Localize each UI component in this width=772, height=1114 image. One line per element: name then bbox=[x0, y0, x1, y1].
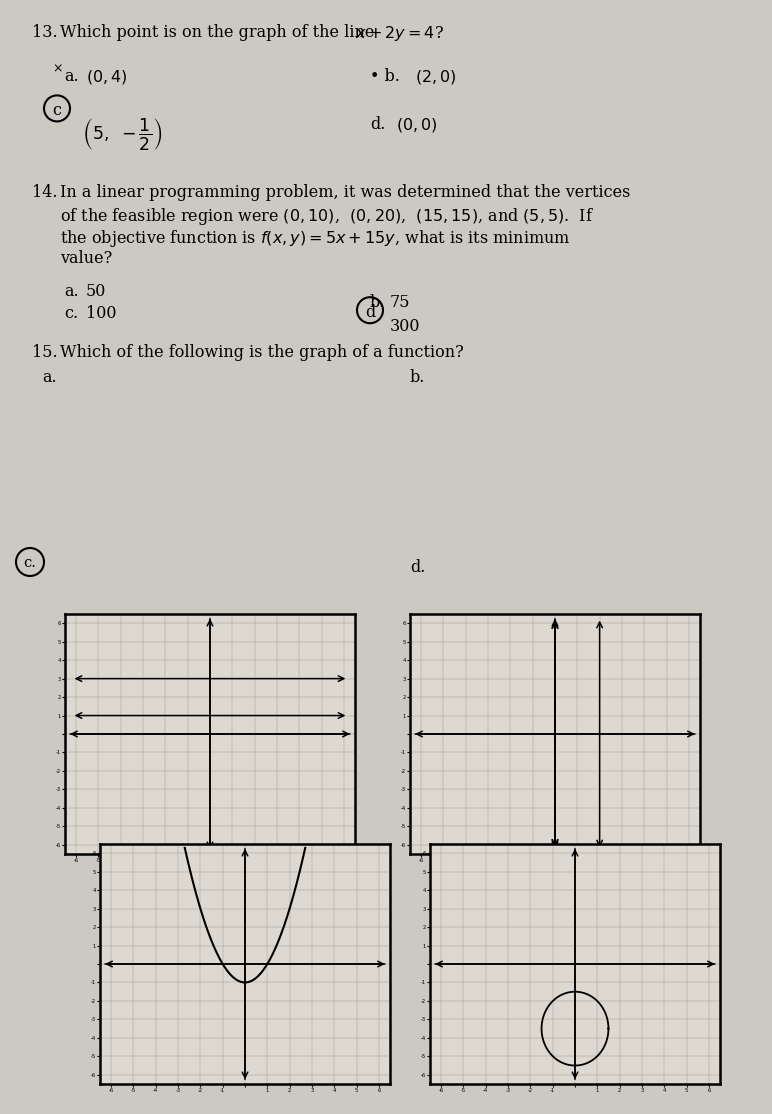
Text: In a linear programming problem, it was determined that the vertices: In a linear programming problem, it was … bbox=[60, 184, 631, 201]
Text: a.: a. bbox=[64, 283, 79, 300]
Text: of the feasible region were $(0,10)$,  $(0,20)$,  $(15, 15)$, and $(5,5)$.  If: of the feasible region were $(0,10)$, $(… bbox=[60, 206, 594, 227]
Text: $(0, 4)$: $(0, 4)$ bbox=[86, 68, 127, 86]
Text: 15.: 15. bbox=[32, 344, 58, 361]
Text: d.: d. bbox=[370, 116, 385, 134]
Text: Which point is on the graph of the line: Which point is on the graph of the line bbox=[60, 25, 380, 41]
Text: the objective function is $f(x, y)=5x+15y$, what is its minimum: the objective function is $f(x, y)=5x+15… bbox=[60, 228, 571, 250]
Text: a.: a. bbox=[42, 369, 56, 385]
Text: d.: d. bbox=[410, 559, 425, 576]
Text: 50: 50 bbox=[86, 283, 107, 300]
Text: c: c bbox=[52, 102, 62, 119]
Text: $\left(5,\ -\dfrac{1}{2}\right)$: $\left(5,\ -\dfrac{1}{2}\right)$ bbox=[82, 116, 162, 153]
Text: ×: × bbox=[52, 62, 63, 75]
Text: d: d bbox=[365, 304, 375, 321]
Text: b.: b. bbox=[410, 369, 425, 385]
Text: 300: 300 bbox=[390, 319, 421, 335]
Text: 75: 75 bbox=[390, 294, 411, 311]
Text: a.: a. bbox=[64, 68, 79, 85]
Text: Which of the following is the graph of a function?: Which of the following is the graph of a… bbox=[60, 344, 464, 361]
Text: $(0, 0)$: $(0, 0)$ bbox=[396, 116, 438, 135]
Text: 13.: 13. bbox=[32, 25, 58, 41]
Text: $x+2y=4$?: $x+2y=4$? bbox=[355, 25, 444, 43]
Text: $(2, 0)$: $(2, 0)$ bbox=[415, 68, 457, 86]
Text: • b.: • b. bbox=[370, 68, 400, 85]
Text: c.: c. bbox=[24, 556, 36, 570]
Text: c.: c. bbox=[64, 305, 78, 322]
Text: 14.: 14. bbox=[32, 184, 57, 201]
Text: b.: b. bbox=[370, 294, 385, 311]
Text: value?: value? bbox=[60, 250, 112, 267]
Text: 100: 100 bbox=[86, 305, 117, 322]
